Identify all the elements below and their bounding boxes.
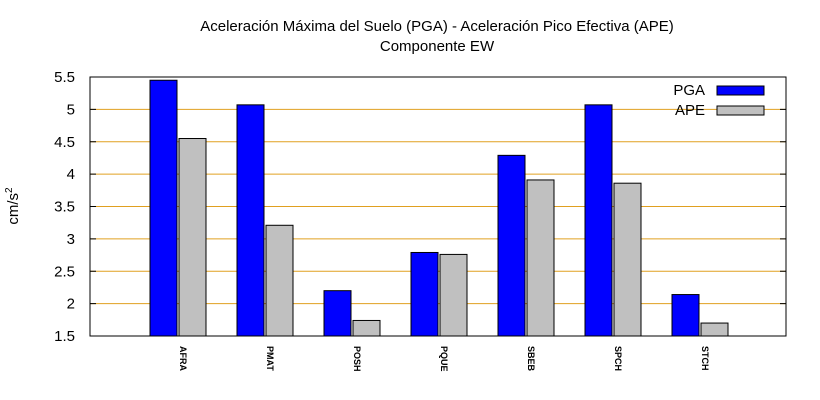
x-category-label: SPCH — [613, 346, 623, 371]
x-category-label: STCH — [700, 346, 710, 371]
plot-frame — [89, 76, 787, 337]
bars — [149, 79, 729, 337]
y-tick-label: 5 — [67, 101, 75, 118]
x-axis-categories: AFRA PMAT POSH PQUE SBEB SPCH STCH — [178, 346, 710, 372]
y-tick-label: 1.5 — [54, 328, 75, 345]
bar-pga-spch — [584, 104, 613, 337]
bar-pga-afra — [149, 79, 178, 337]
y-axis-ticks: 1.5 2 2.5 3 3.5 4 4.5 5 5.5 — [54, 69, 786, 345]
y-tick-label: 4 — [67, 166, 75, 183]
bar-ape-sbeb — [526, 179, 555, 337]
bar-pga-pmat — [236, 104, 265, 337]
bar-pga-pque — [410, 251, 439, 337]
x-category-label: PQUE — [439, 346, 449, 372]
bar-ape-pque — [439, 253, 468, 337]
bar-ape-spch — [613, 182, 642, 337]
bar-ape-pmat — [265, 224, 294, 337]
legend-label-pga: PGA — [673, 82, 705, 99]
y-axis-label-superscript: 2 — [4, 187, 15, 193]
bar-ape-stch — [700, 322, 729, 337]
x-category-label: POSH — [352, 346, 362, 372]
y-tick-label: 3 — [67, 231, 75, 248]
bar-ape-afra — [178, 138, 207, 337]
x-category-label: AFRA — [178, 346, 188, 371]
legend: PGA APE — [673, 82, 765, 119]
y-tick-label: 4.5 — [54, 134, 75, 151]
legend-swatch-ape — [716, 105, 765, 116]
y-tick-label: 3.5 — [54, 199, 75, 216]
x-category-label: SBEB — [526, 346, 536, 372]
bar-ape-posh — [352, 319, 381, 337]
legend-swatch-pga — [716, 85, 765, 96]
x-category-label: PMAT — [265, 346, 275, 371]
legend-label-ape: APE — [675, 102, 705, 119]
y-axis-label-base: cm/s — [5, 193, 22, 225]
chart-subtitle: Componente EW — [380, 38, 495, 55]
y-axis-label: cm/s2 — [4, 187, 22, 225]
y-tick-label: 2 — [67, 296, 75, 313]
bar-pga-posh — [323, 290, 352, 337]
bar-pga-sbeb — [497, 154, 526, 337]
y-tick-label: 2.5 — [54, 263, 75, 280]
chart-title: Aceleración Máxima del Suelo (PGA) - Ace… — [200, 18, 674, 35]
bar-pga-stch — [671, 294, 700, 337]
y-tick-label: 5.5 — [54, 69, 75, 86]
